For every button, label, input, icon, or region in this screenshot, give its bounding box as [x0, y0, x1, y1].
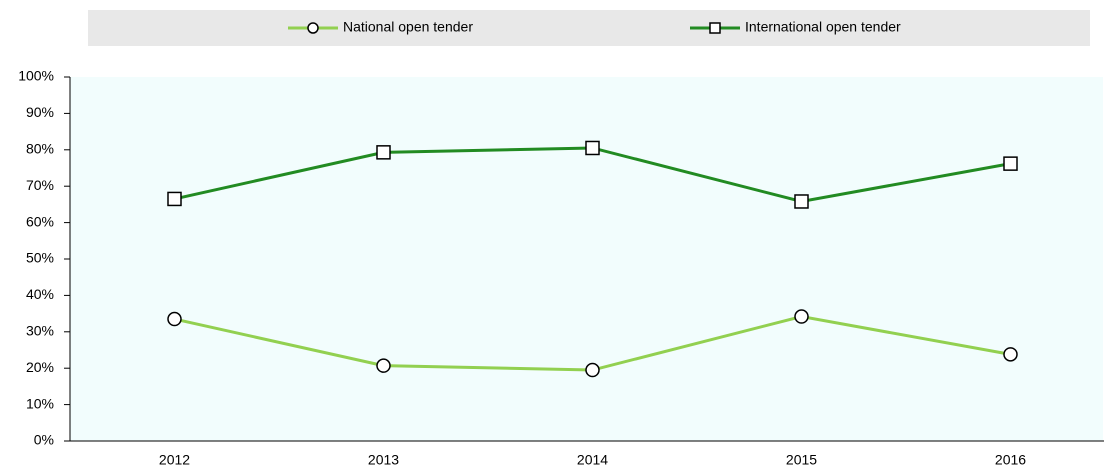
- y-tick-label: 90%: [26, 104, 54, 120]
- y-tick-label: 30%: [26, 323, 54, 339]
- y-tick-label: 70%: [26, 177, 54, 193]
- point: [794, 194, 809, 209]
- y-tick-label: 100%: [18, 68, 54, 84]
- y-tick-label: 40%: [26, 286, 54, 302]
- y-tick-label: 10%: [26, 395, 54, 411]
- y-tick-label: 60%: [26, 213, 54, 229]
- point: [167, 191, 182, 207]
- legend-marker: [307, 22, 319, 34]
- x-tick-label: 2014: [577, 452, 608, 468]
- point: [1003, 156, 1018, 171]
- legend-background: [88, 10, 1090, 46]
- x-tick-label: 2015: [786, 452, 817, 468]
- y-tick-label: 0%: [34, 432, 54, 448]
- point: [794, 309, 809, 324]
- point: [167, 311, 182, 327]
- legend-label: National open tender: [343, 19, 473, 35]
- y-tick-label: 50%: [26, 250, 54, 266]
- point: [585, 362, 600, 378]
- x-tick-label: 2012: [159, 452, 190, 468]
- x-tick-label: 2016: [995, 452, 1026, 468]
- plot-area: [70, 77, 1103, 441]
- point: [1003, 347, 1018, 362]
- point: [585, 140, 600, 156]
- point: [376, 145, 391, 160]
- legend-marker: [709, 22, 721, 34]
- x-tick-label: 2013: [368, 452, 399, 468]
- point: [376, 358, 391, 373]
- legend-label: International open tender: [745, 19, 901, 35]
- y-tick-label: 80%: [26, 141, 54, 157]
- y-tick-label: 20%: [26, 359, 54, 375]
